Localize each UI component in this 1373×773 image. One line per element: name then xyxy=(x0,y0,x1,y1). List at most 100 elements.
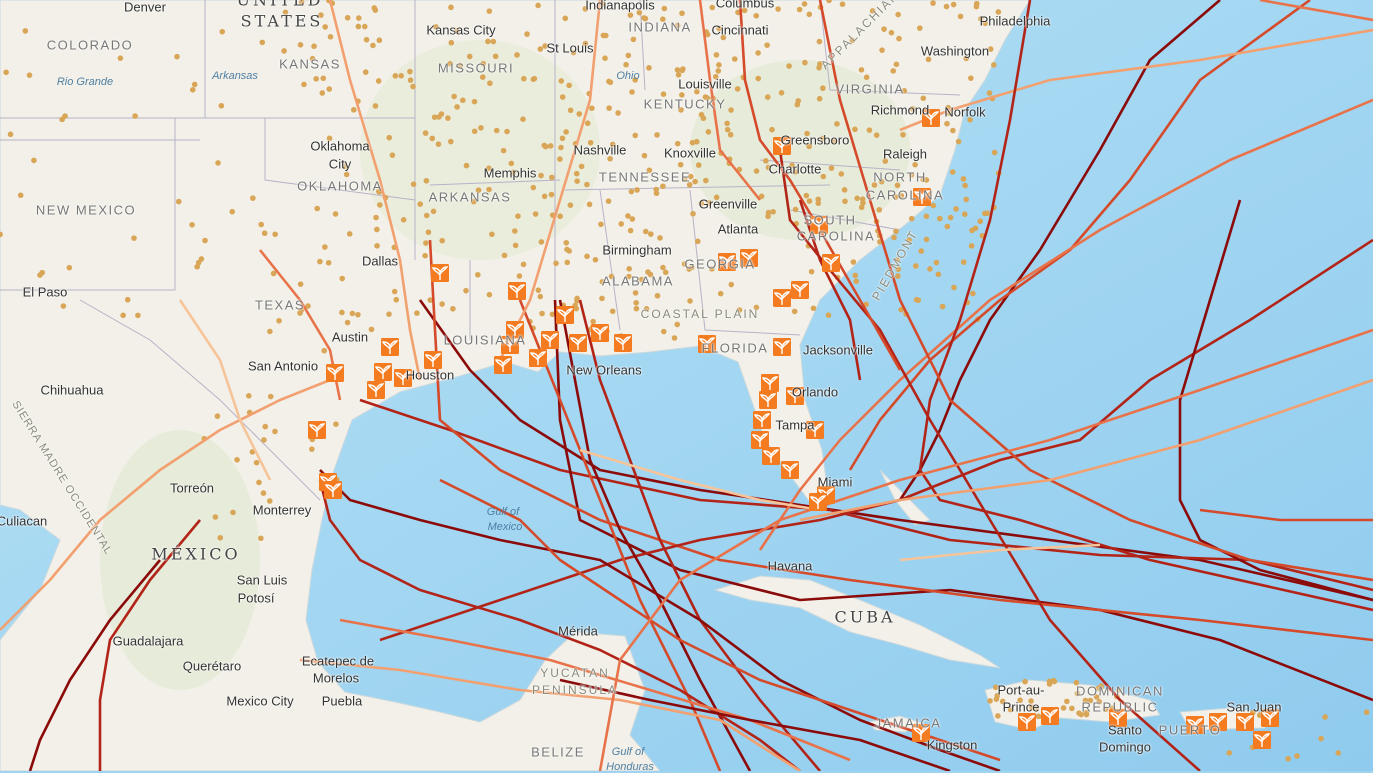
observation-dot xyxy=(463,287,469,294)
map-label-water: Ohio xyxy=(616,70,640,82)
plant-sprout-icon xyxy=(307,420,327,440)
observation-dot xyxy=(355,311,361,318)
observation-dot xyxy=(957,13,964,20)
observation-dot xyxy=(963,196,969,203)
observation-dot xyxy=(135,312,141,319)
observation-dot xyxy=(261,437,267,443)
hurricane-track xyxy=(1178,199,1373,602)
observation-dot xyxy=(927,266,933,272)
observation-dot xyxy=(895,273,901,279)
map-label-city: Santo xyxy=(1108,722,1142,738)
observation-dot xyxy=(245,393,252,399)
observation-dot xyxy=(939,303,946,310)
observation-dot xyxy=(454,28,460,34)
observation-dot xyxy=(869,8,876,14)
observation-dot xyxy=(806,11,813,18)
observation-dot xyxy=(758,193,765,200)
observation-dot xyxy=(576,111,583,117)
observation-dot xyxy=(398,72,404,79)
observation-dot xyxy=(641,152,648,159)
observation-dot xyxy=(410,181,417,187)
observation-dot xyxy=(977,218,984,225)
observation-dot xyxy=(524,31,530,37)
observation-dot xyxy=(1035,713,1042,720)
observation-dot xyxy=(391,288,398,295)
observation-dot xyxy=(602,55,608,62)
observation-dot xyxy=(501,252,508,259)
observation-dot xyxy=(17,192,24,199)
observation-dot xyxy=(553,260,559,267)
observation-dot xyxy=(584,253,590,260)
observation-dot xyxy=(930,0,936,6)
hurricane-track xyxy=(778,149,1201,771)
hurricane-track xyxy=(498,0,602,361)
observation-dot xyxy=(741,7,748,14)
observation-dot xyxy=(990,62,997,68)
plant-sprout-icon xyxy=(423,350,443,370)
observation-dot xyxy=(648,231,654,237)
observation-dot xyxy=(680,66,686,72)
plant-sprout-icon xyxy=(528,348,548,368)
observation-dot xyxy=(602,32,609,39)
map-label-city: Domingo xyxy=(1098,739,1152,755)
observation-dot xyxy=(489,231,495,238)
map-label-city: Washington xyxy=(920,43,990,59)
observation-dot xyxy=(633,305,640,312)
observation-dot xyxy=(755,75,762,82)
map-label-city: Port-au- xyxy=(997,682,1045,698)
map-label-water: Honduras xyxy=(606,761,654,773)
observation-dot xyxy=(895,11,901,18)
observation-dot xyxy=(229,208,236,215)
observation-dot xyxy=(486,291,493,298)
observation-dot xyxy=(815,200,822,207)
observation-dot xyxy=(606,105,612,111)
hurricane-track xyxy=(848,0,1311,471)
hurricane-track xyxy=(339,618,851,762)
observation-dot xyxy=(967,116,973,123)
observation-dot xyxy=(778,89,785,96)
plant-sprout-icon xyxy=(325,363,345,383)
observation-dot xyxy=(765,164,772,171)
observation-dot xyxy=(1046,681,1053,687)
map-label-country: CUBA xyxy=(834,607,896,627)
observation-dot xyxy=(661,5,668,12)
observation-dot xyxy=(681,261,688,267)
observation-dot xyxy=(879,47,885,53)
observation-dot xyxy=(633,299,639,306)
observation-dot xyxy=(485,38,491,45)
observation-dot xyxy=(853,278,860,285)
map-label-city: Mérida xyxy=(558,623,598,639)
map-label-city: Birmingham xyxy=(602,242,672,258)
observation-dot xyxy=(7,131,14,138)
map-label-country: MÉXICO xyxy=(151,544,241,564)
observation-dot xyxy=(124,296,131,303)
hurricane-track xyxy=(559,678,951,771)
observation-dot xyxy=(530,184,537,191)
observation-dot xyxy=(311,43,317,50)
hurricane-track xyxy=(758,98,1373,551)
map-label-state: NEW MEXICO xyxy=(35,202,137,218)
map-label-city: Havana xyxy=(767,558,813,574)
observation-dot xyxy=(816,64,822,71)
observation-dot xyxy=(436,114,442,120)
observation-dot xyxy=(951,284,957,291)
map-label-city: Louisville xyxy=(678,76,732,92)
observation-dot xyxy=(386,134,393,141)
observation-dot xyxy=(764,42,770,48)
observation-dot xyxy=(570,49,577,56)
observation-dot xyxy=(638,276,645,283)
observation-dot xyxy=(860,200,866,206)
hurricane-track xyxy=(899,543,1101,562)
observation-dot xyxy=(343,171,350,178)
observation-dot xyxy=(918,248,925,254)
observation-dot xyxy=(715,68,722,74)
observation-dot xyxy=(262,423,269,430)
observation-dot xyxy=(515,213,521,219)
observation-dot xyxy=(305,303,311,309)
observation-dot xyxy=(131,235,137,241)
observation-dot xyxy=(626,273,632,280)
observation-dot xyxy=(1285,755,1291,762)
observation-dot xyxy=(350,107,357,113)
